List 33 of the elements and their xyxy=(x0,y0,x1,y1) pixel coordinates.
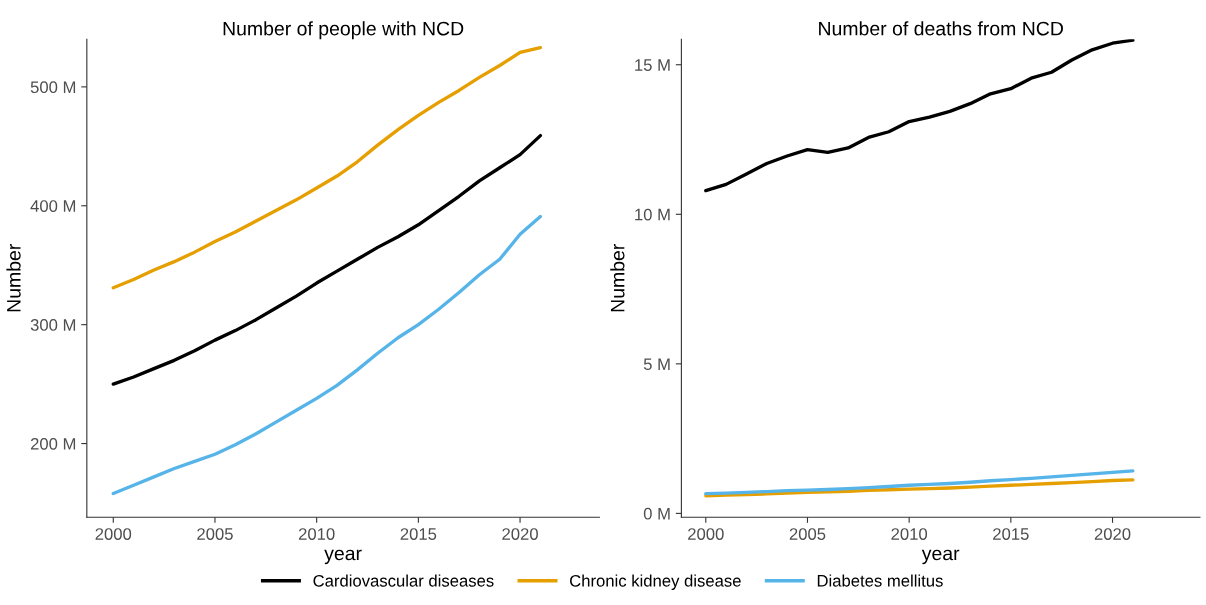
y-tick-label: 0 M xyxy=(643,507,670,520)
x-tick-label: 2010 xyxy=(298,528,335,540)
chart-title: Number of people with NCD xyxy=(223,21,464,40)
line-series xyxy=(111,45,543,290)
y-tick-label: 10 M xyxy=(635,208,670,221)
line-series xyxy=(704,478,1135,498)
x-tick-label: 2020 xyxy=(1094,528,1131,540)
y-tick-label: 200 M xyxy=(30,437,76,450)
x-axis-title: year xyxy=(324,549,362,565)
y-tick-label: 500 M xyxy=(30,81,76,94)
x-tick-label: 2000 xyxy=(95,528,132,540)
y-tick-label: 5 M xyxy=(643,358,670,371)
x-tick-label: 2000 xyxy=(688,528,724,540)
y-tick-label: 300 M xyxy=(30,319,76,331)
legend-label: Chronic kidney disease xyxy=(570,574,741,590)
y-axis-title: Number xyxy=(6,244,21,312)
y-tick-label: 15 M xyxy=(635,59,670,71)
x-tick-label: 2005 xyxy=(197,528,233,540)
x-tick-label: 2020 xyxy=(502,528,538,540)
chart-title: Number of deaths from NCD xyxy=(819,21,1063,36)
y-axis-title: Number xyxy=(610,244,625,312)
y-tick-label: 400 M xyxy=(30,200,76,212)
line-series xyxy=(111,214,543,496)
line-series xyxy=(704,39,1135,193)
legend-label: Cardiovascular diseases xyxy=(313,574,494,587)
legend-label: Diabetes mellitus xyxy=(817,574,943,587)
x-axis-title: year xyxy=(921,549,960,565)
line-series xyxy=(704,469,1135,496)
line-series xyxy=(111,133,543,386)
x-tick-label: 2015 xyxy=(993,528,1029,540)
x-tick-label: 2005 xyxy=(789,528,826,540)
x-tick-label: 2015 xyxy=(400,528,437,540)
x-tick-label: 2010 xyxy=(891,528,928,540)
